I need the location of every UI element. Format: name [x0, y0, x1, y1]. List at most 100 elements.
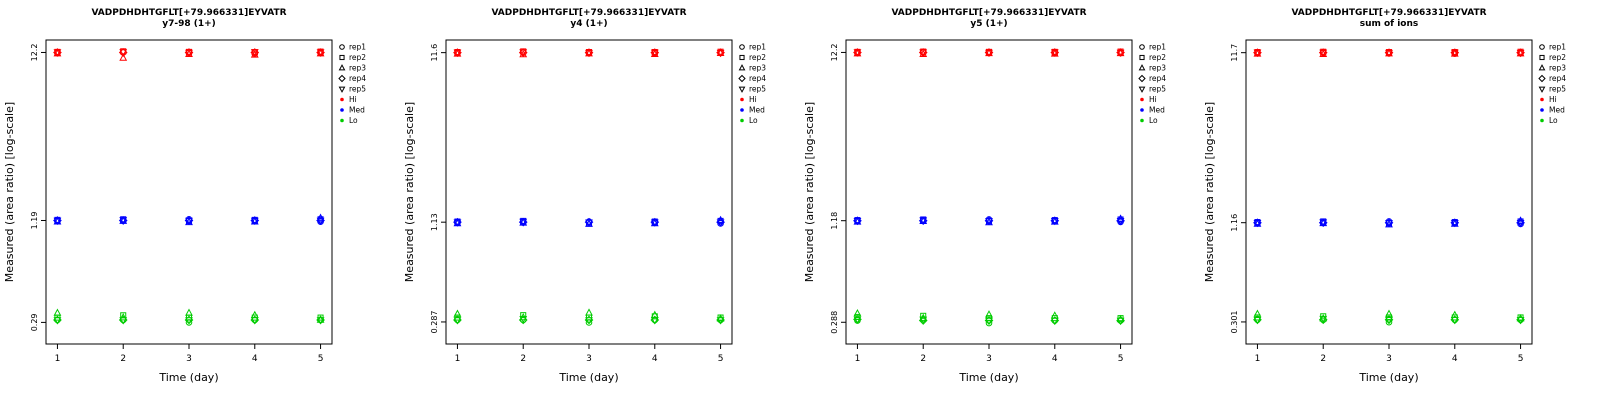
legend-label-rep4: rep4 [349, 74, 366, 83]
y-tick-label: 1.16 [1230, 214, 1239, 232]
legend-label-rep2: rep2 [1149, 53, 1166, 62]
y-axis-label: Measured (area ratio) [log-scale] [1203, 102, 1216, 282]
data-point-med-rep5 [1253, 219, 1262, 228]
legend-label-hi: Hi [349, 95, 357, 104]
legend-symbol-rep2 [339, 54, 345, 61]
y-tick-label: 11.6 [430, 44, 439, 62]
data-point-lo-rep3 [316, 315, 325, 323]
legend-symbol-rep2 [739, 54, 745, 61]
legend-dot-med [340, 108, 344, 112]
data-point-hi-rep5 [1385, 49, 1393, 58]
data-point-hi-rep5 [1516, 49, 1525, 58]
legend-label-rep5: rep5 [349, 85, 366, 94]
panel-subtitle: y4 (1+) [570, 19, 607, 29]
x-axis-label: Time (day) [958, 371, 1018, 384]
legend-label-rep2: rep2 [1549, 53, 1566, 62]
legend-symbol-rep3 [738, 64, 746, 71]
data-point-med-rep5 [250, 217, 259, 226]
legend-label-rep3: rep3 [1549, 64, 1566, 73]
data-point-lo-rep2 [520, 312, 527, 319]
data-point-med-rep5 [716, 219, 725, 227]
legend-label-lo: Lo [1549, 116, 1558, 125]
legend-label-rep3: rep3 [1149, 64, 1166, 73]
data-point-hi-rep5 [1050, 49, 1059, 57]
legend-label-med: Med [1549, 106, 1565, 115]
legend-label-rep4: rep4 [1149, 74, 1166, 83]
x-axis-label: Time (day) [1358, 371, 1418, 384]
panel-title: VADPDHDHTGFLT[+79.966331]EYVATR [491, 8, 686, 18]
chart-panel-1: VADPDHDHTGFLT[+79.966331]EYVATR y7-98 (1+… [0, 0, 400, 400]
y-tick-label: 12.2 [30, 44, 39, 62]
legend-symbol-rep1 [739, 44, 745, 50]
legend-symbol-rep5 [1138, 86, 1146, 93]
legend-label-med: Med [749, 106, 765, 115]
chart-panel-2: VADPDHDHTGFLT[+79.966331]EYVATR y4 (1+) 1 2… [400, 0, 800, 400]
legend-dot-med [1540, 108, 1544, 112]
legend-label-lo: Lo [349, 116, 358, 125]
data-point-lo-rep2 [920, 312, 927, 319]
legend-dot-lo [1140, 118, 1144, 123]
data-point-med-rep5 [1050, 217, 1059, 226]
data-point-lo-rep5 [1253, 317, 1262, 325]
data-point-lo-rep5 [650, 317, 659, 325]
x-tick-label: 4 [1052, 354, 1058, 364]
panel-subtitle: y5 (1+) [970, 19, 1007, 29]
data-point-lo-rep5 [853, 316, 862, 324]
x-tick-label: 3 [1386, 354, 1392, 364]
data-point-med-rep5 [1385, 219, 1393, 228]
data-point-lo-rep3 [585, 308, 593, 316]
legend-symbol-rep3 [1138, 64, 1146, 71]
legend-dot-lo [340, 118, 344, 123]
legend-label-med: Med [1149, 106, 1165, 115]
y-axis-label: Measured (area ratio) [log-scale] [403, 102, 416, 282]
legend-symbol-rep1 [1539, 44, 1545, 50]
y-tick-label: 1.13 [430, 213, 439, 231]
x-tick-label: 2 [120, 354, 126, 364]
y-tick-label: 0.287 [430, 310, 439, 333]
data-point-lo-rep5 [250, 317, 259, 325]
panel-title: VADPDHDHTGFLT[+79.966331]EYVATR [891, 8, 1086, 18]
legend-label-med: Med [349, 106, 365, 115]
legend-label-lo: Lo [749, 116, 758, 125]
x-tick-label: 4 [652, 354, 658, 364]
x-tick-label: 2 [920, 354, 926, 364]
data-point-med-rep5 [453, 219, 462, 227]
data-point-hi-rep5 [985, 49, 993, 57]
x-tick-label: 5 [1118, 354, 1124, 364]
legend-symbol-rep2 [1539, 54, 1545, 61]
panel-subtitle: sum of ions [1360, 19, 1419, 29]
legend-symbol-rep4 [1538, 74, 1546, 83]
data-point-hi-rep5 [453, 49, 462, 57]
data-point-lo-rep5 [1319, 315, 1328, 324]
legend-label-rep5: rep5 [749, 85, 766, 94]
legend-symbol-rep5 [738, 86, 746, 93]
data-point-lo-rep5 [1385, 317, 1393, 325]
data-point-lo-rep5 [519, 315, 528, 324]
legend-symbol-rep2 [1139, 54, 1145, 61]
legend-dot-hi [1140, 97, 1144, 102]
data-point-hi-rep5 [519, 49, 528, 57]
data-point-med-rep5 [853, 217, 862, 226]
data-point-hi-rep5 [119, 49, 128, 57]
legend-symbol-rep1 [339, 44, 345, 50]
data-point-med-rep5 [53, 217, 62, 226]
x-tick-label: 4 [1452, 354, 1458, 364]
data-point-hi-rep5 [53, 49, 62, 57]
panel-subtitle: y7-98 (1+) [162, 19, 216, 29]
y-tick-label: 0.29 [30, 313, 39, 331]
data-point-hi-rep3 [119, 53, 128, 61]
legend-label-hi: Hi [749, 95, 757, 104]
data-point-med-rep5 [985, 217, 993, 226]
panel-title: VADPDHDHTGFLT[+79.966331]EYVATR [91, 8, 286, 18]
x-tick-label: 1 [455, 354, 461, 364]
x-axis-label: Time (day) [558, 371, 618, 384]
x-tick-label: 5 [318, 354, 324, 364]
data-point-lo-rep1 [185, 319, 193, 326]
x-tick-label: 2 [520, 354, 526, 364]
legend-symbol-rep3 [338, 64, 346, 71]
data-point-med-rep5 [185, 217, 193, 226]
